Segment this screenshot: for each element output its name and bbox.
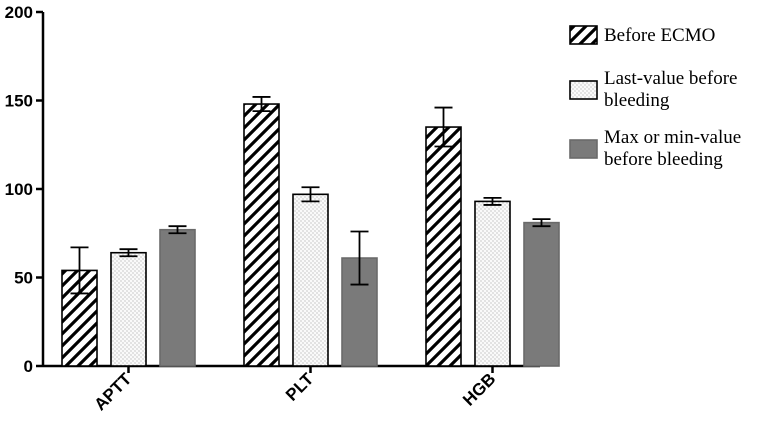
x-category-label: APTT: [91, 369, 136, 414]
legend-label: Before ECMO: [604, 25, 715, 46]
y-tick-label: 100: [5, 180, 33, 199]
y-tick-label: 50: [14, 269, 33, 288]
bar: [159, 228, 196, 367]
bar: [243, 103, 280, 367]
y-tick-label: 200: [5, 3, 33, 22]
axis-labels: 0 50 100 150 200 APTT PLT HGB: [5, 3, 500, 414]
bar: [523, 221, 560, 367]
bar: [110, 251, 147, 367]
legend-label: Max or min-value: [604, 127, 741, 148]
legend-label: Last-value before: [604, 68, 737, 89]
bar: [425, 126, 462, 367]
legend-label: before bleeding: [604, 149, 723, 170]
legend-key: [569, 139, 598, 159]
bars: [61, 96, 560, 367]
bar: [292, 193, 329, 367]
legend-label: bleeding: [604, 90, 670, 111]
x-category-label: PLT: [282, 369, 318, 405]
legend-key: [569, 25, 598, 45]
bar: [474, 200, 511, 367]
x-category-label: HGB: [459, 369, 499, 409]
y-tick-label: 150: [5, 92, 33, 111]
legend-key: [569, 80, 598, 100]
y-tick-label: 0: [24, 357, 33, 376]
